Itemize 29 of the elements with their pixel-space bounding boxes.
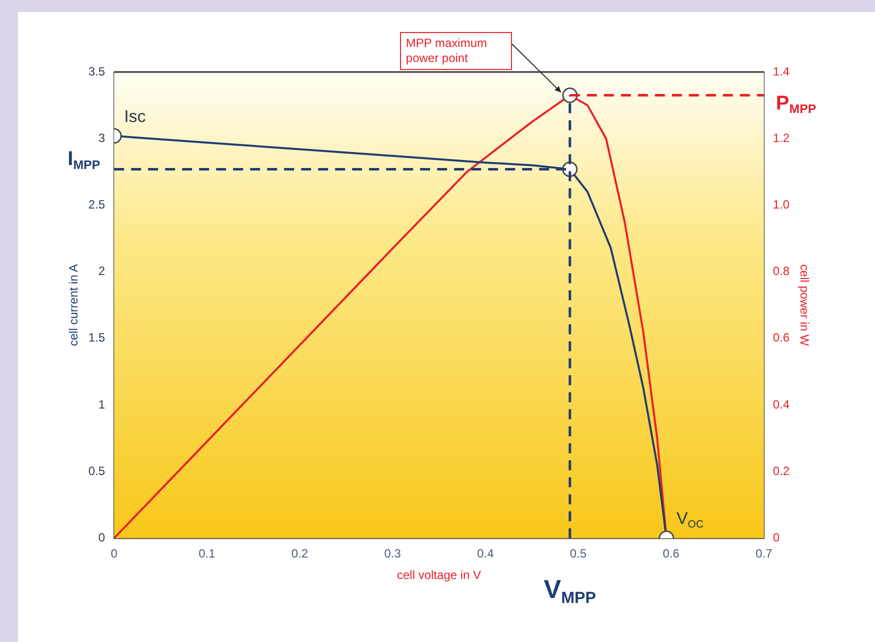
y-tick-label: 0 <box>98 530 106 545</box>
x-tick-label: 0.6 <box>662 546 680 561</box>
y2-tick-label: 0.6 <box>772 330 790 345</box>
x-tick-label: 0.3 <box>384 546 402 561</box>
y-tick-label: 1.5 <box>88 330 106 345</box>
y-tick-label: 2 <box>98 264 106 278</box>
y2-tick-label: 1.0 <box>772 198 790 212</box>
y-tick-label: 3 <box>98 130 106 145</box>
text: MPP maximum power point <box>400 32 512 70</box>
x-tick-label: 0.7 <box>756 546 773 561</box>
y2-tick-label: 1.4 <box>772 64 790 78</box>
y-tick-label: 2.5 <box>88 198 106 212</box>
y-tick-label: 0.5 <box>88 464 106 478</box>
x-axis-title: cell voltage in V <box>396 568 482 582</box>
y-tick-label: 3.5 <box>88 64 106 78</box>
y2-tick-label: 0 <box>772 530 780 545</box>
y2-tick-label: 0.2 <box>772 464 790 478</box>
x-tick-label: 0.1 <box>198 546 216 561</box>
y2-tick-label: 0.8 <box>772 264 790 278</box>
x-tick-label: 0.2 <box>291 546 308 561</box>
annotation: Isc <box>124 106 146 126</box>
y-axis-title: cell current in A <box>66 264 81 346</box>
y2-tick-label: 1.2 <box>772 130 790 145</box>
x-tick-label: 0.4 <box>477 546 494 561</box>
y-tick-label: 1 <box>98 397 106 412</box>
x-tick-label: 0.5 <box>570 546 587 561</box>
x-tick-label: 0 <box>110 546 118 561</box>
y2-tick-label: 0.4 <box>772 397 790 412</box>
y2-axis-title: cell power in W <box>797 264 812 346</box>
